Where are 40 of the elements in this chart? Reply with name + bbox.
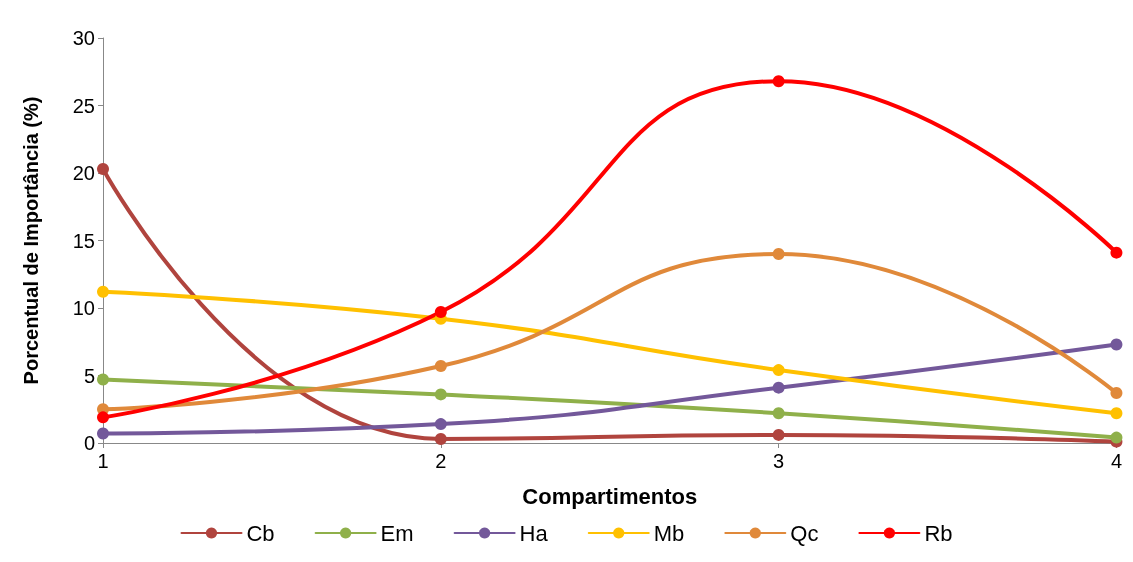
y-tick-label: 15 — [72, 229, 95, 252]
point — [772, 248, 785, 260]
point — [434, 360, 447, 373]
point — [97, 162, 109, 175]
point — [772, 381, 785, 394]
point — [97, 411, 109, 424]
y-tick-label: 20 — [72, 162, 95, 184]
point — [1110, 431, 1123, 444]
x-tick-label: 4 — [1110, 450, 1122, 472]
point — [772, 428, 785, 441]
point — [434, 306, 447, 319]
point — [434, 432, 447, 445]
legend-label: Qc — [790, 520, 819, 546]
x-tick-label: 2 — [435, 450, 447, 472]
point — [97, 427, 109, 440]
point — [97, 285, 109, 298]
legend-label: Mb — [653, 520, 685, 546]
y-tick-label: 30 — [72, 27, 95, 49]
legend-label: Ha — [519, 520, 549, 546]
point — [97, 373, 109, 386]
y-tick-label: 0 — [83, 432, 95, 454]
point — [1110, 338, 1123, 351]
point — [434, 418, 447, 431]
point — [772, 75, 785, 88]
y-tick-label: 25 — [72, 94, 95, 117]
point — [772, 364, 785, 377]
x-axis-title: Compartimentos — [522, 483, 698, 509]
legend-label: Cb — [246, 520, 275, 546]
y-tick-label: 10 — [72, 297, 95, 319]
point — [434, 388, 447, 401]
y-tick-label: 5 — [83, 364, 95, 387]
point — [1110, 246, 1123, 259]
point — [772, 407, 785, 420]
legend-label: Rb — [924, 520, 953, 546]
x-tick-label: 1 — [97, 450, 109, 472]
legend-label: Em — [380, 520, 414, 546]
point — [1110, 407, 1123, 420]
y-axis-title: Porcentual de Importância (%) — [20, 96, 42, 385]
point — [1110, 387, 1123, 400]
x-tick-label: 3 — [773, 450, 785, 472]
